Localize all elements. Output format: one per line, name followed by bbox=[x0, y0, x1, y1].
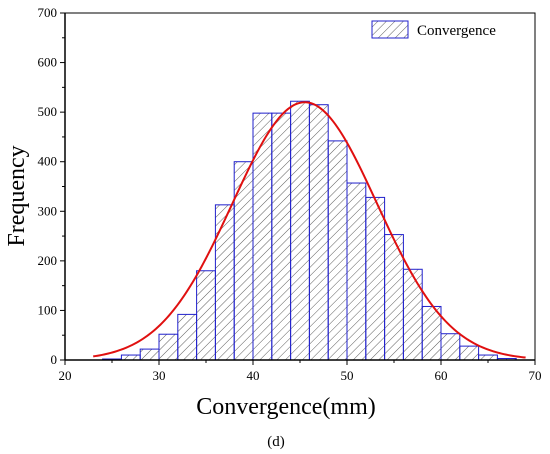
figure-caption: (d) bbox=[267, 434, 285, 450]
y-tick-label: 200 bbox=[38, 253, 58, 268]
y-tick-label: 500 bbox=[38, 104, 58, 119]
histogram-bar bbox=[290, 100, 310, 361]
histogram-bar bbox=[327, 140, 348, 361]
x-axis-title: Convergence(mm) bbox=[196, 394, 376, 420]
histogram-bar bbox=[440, 333, 461, 361]
histogram-bar bbox=[365, 196, 386, 361]
y-tick-label: 400 bbox=[38, 154, 58, 169]
y-tick-label: 0 bbox=[51, 352, 58, 367]
x-tick-label: 20 bbox=[59, 368, 72, 383]
x-tick-label: 60 bbox=[435, 368, 448, 383]
histogram-bar bbox=[196, 270, 216, 361]
histogram-bar bbox=[158, 333, 179, 361]
y-tick-label: 300 bbox=[38, 203, 58, 218]
normal-fit-curve bbox=[93, 101, 526, 359]
histogram-bar bbox=[271, 112, 292, 361]
histogram-bar bbox=[139, 348, 160, 361]
x-tick-label: 40 bbox=[247, 368, 260, 383]
y-tick-label: 100 bbox=[38, 302, 58, 317]
histogram-bar bbox=[346, 182, 367, 361]
y-tick-label: 700 bbox=[38, 5, 58, 20]
histogram-bar bbox=[308, 104, 329, 361]
y-axis-ticks: 0 100 200 300 400 500 600 700 bbox=[38, 5, 65, 367]
y-tick-label: 600 bbox=[38, 55, 58, 70]
legend-label: Convergence bbox=[417, 23, 496, 39]
legend: Convergence bbox=[371, 20, 496, 39]
histogram-bar bbox=[459, 345, 480, 361]
histogram-bar bbox=[177, 313, 198, 361]
histogram-bar bbox=[421, 305, 442, 361]
y-axis-title: Frequency bbox=[4, 145, 30, 246]
legend-swatch bbox=[371, 20, 409, 39]
x-tick-label: 50 bbox=[341, 368, 354, 383]
histogram-bar bbox=[252, 112, 273, 361]
x-axis-ticks: 20 30 40 50 60 70 bbox=[59, 360, 542, 383]
x-tick-label: 70 bbox=[529, 368, 542, 383]
x-tick-label: 30 bbox=[153, 368, 166, 383]
histogram-bar bbox=[214, 204, 235, 361]
histogram-bar bbox=[402, 268, 423, 361]
